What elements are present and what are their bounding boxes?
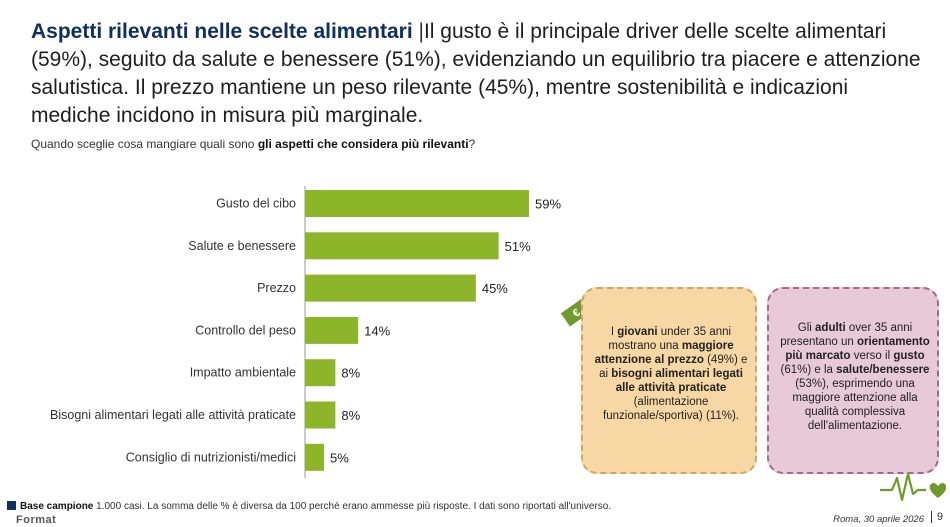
callout-adult-part-5: gusto (893, 350, 925, 362)
callout-young: I giovani under 35 anni mostrano una mag… (581, 287, 757, 474)
callout-young-part-5: bisogni alimentari legati alle attività … (611, 368, 743, 394)
bar (305, 401, 336, 429)
footer-base-label: Base campione (20, 501, 94, 512)
survey-question: Quando sceglie cosa mangiare quali sono … (31, 137, 475, 151)
value-label: 59% (535, 197, 561, 212)
callout-young-part-6: (alimentazione funzionale/sportiva) (11%… (603, 396, 739, 422)
callout-young-text: I giovani under 35 anni mostrano una mag… (591, 325, 751, 423)
callout-adult-part-4: verso il (850, 350, 894, 362)
footer-base-note: Base campione 1.000 casi. La somma delle… (7, 501, 611, 512)
category-label: Consiglio di nutrizionisti/medici (126, 450, 296, 464)
value-label: 8% (341, 408, 360, 423)
callout-adult-text: Gli adulti over 35 anni presentano un or… (777, 321, 933, 433)
callout-young-part-1: giovani (617, 326, 658, 338)
question-bold: gli aspetti che considera più rilevanti (257, 137, 469, 151)
bullet-square-icon (7, 501, 16, 510)
heartbeat-icon (880, 472, 946, 502)
question-suffix: ? (468, 137, 476, 151)
title-bold: Aspetti rilevanti nelle scelte alimentar… (31, 20, 413, 43)
bar (305, 359, 336, 387)
title-summary: Il gusto è il principale driver delle sc… (31, 20, 921, 127)
footer-base-text: 1.000 casi. La somma delle % è diversa d… (93, 501, 612, 512)
category-label: Impatto ambientale (190, 366, 296, 380)
svg-text:€: € (571, 307, 583, 320)
value-label: 51% (505, 239, 531, 254)
bar-chart: Gusto del cibo 59% Salute e benessere 51% Pr… (0, 180, 600, 480)
bar-chart-svg: Gusto del cibo 59% Salute e benessere 51% Pr… (50, 186, 561, 479)
bar (305, 190, 529, 217)
page-title: Aspetti rilevanti nelle scelte alimentar… (31, 18, 931, 130)
page-number: 9 (930, 511, 943, 523)
brand-logo: Format (16, 514, 57, 526)
callout-adult-part-8: (53%), esprimendo una maggiore attenzion… (792, 378, 918, 432)
bar (305, 232, 499, 260)
footer-date: Roma, 30 aprile 2026 (833, 514, 924, 525)
value-label: 45% (482, 281, 508, 296)
category-label: Salute e benessere (188, 239, 296, 253)
callout-adult-part-3: orientamento più marcato (785, 336, 930, 362)
callout-adult-part-2: over 35 anni presentano un (780, 322, 913, 348)
callout-young-part-3: maggiore attenzione al prezzo (594, 340, 734, 366)
callout-young-part-4: (49%) e ai (599, 354, 748, 380)
category-label: Controllo del peso (195, 323, 296, 337)
bar (305, 316, 359, 344)
bar (305, 443, 324, 471)
callout-adult-part-0: Gli (797, 322, 816, 334)
value-label: 8% (341, 366, 360, 381)
value-label: 5% (330, 450, 349, 465)
callout-young-part-0: I (610, 326, 618, 338)
title-separator: | (418, 20, 424, 43)
callout-adult: Gli adulti over 35 anni presentano un or… (767, 287, 939, 474)
callout-adult-part-6: (61%) e la (780, 364, 837, 376)
callout-adult-part-7: salute/benessere (836, 364, 930, 376)
category-label: Prezzo (257, 281, 296, 295)
value-label: 14% (364, 323, 390, 338)
category-label: Gusto del cibo (216, 197, 296, 211)
question-prefix: Quando sceglie cosa mangiare quali sono (31, 137, 258, 151)
callout-young-part-2: under 35 anni mostrano una (608, 326, 732, 352)
category-label: Bisogni alimentari legati alle attività … (50, 408, 296, 422)
bar (305, 274, 476, 302)
callout-adult-part-1: adulti (815, 322, 846, 334)
